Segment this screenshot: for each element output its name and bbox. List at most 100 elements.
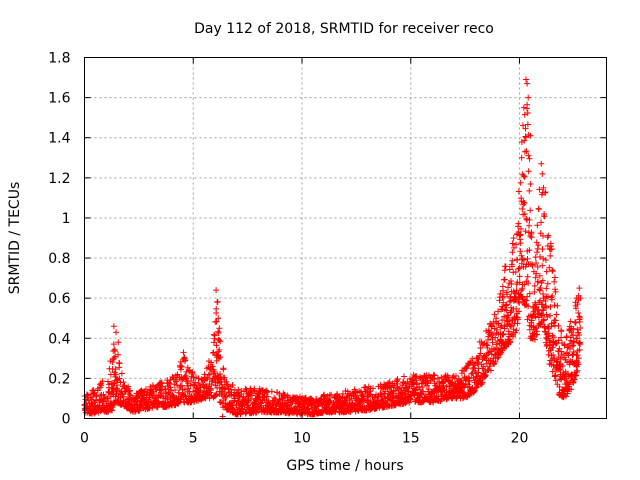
data-point <box>531 336 538 343</box>
data-point <box>525 152 532 159</box>
data-point <box>545 293 552 300</box>
data-point <box>109 404 116 411</box>
data-point <box>213 287 220 294</box>
data-point <box>517 240 524 247</box>
data-point <box>217 338 224 345</box>
data-point <box>495 320 502 327</box>
data-point <box>403 385 410 392</box>
data-point <box>483 341 490 348</box>
data-point <box>563 333 570 340</box>
data-point <box>443 383 450 390</box>
data-point <box>209 363 216 370</box>
data-point <box>577 324 584 331</box>
data-point <box>513 305 520 312</box>
data-point <box>547 312 554 319</box>
data-point <box>458 385 465 392</box>
data-point <box>506 338 513 345</box>
data-point <box>540 317 547 324</box>
data-point <box>115 339 122 346</box>
data-point <box>521 111 528 118</box>
data-point <box>249 392 256 399</box>
data-point <box>342 397 349 404</box>
data-point <box>408 392 415 399</box>
y-axis-label: SRMTID / TECUs <box>7 182 23 295</box>
data-point <box>413 373 420 380</box>
data-point <box>525 280 532 287</box>
data-point <box>526 247 533 254</box>
data-point <box>214 299 221 306</box>
y-tick-label: 0.2 <box>48 371 70 387</box>
data-point <box>576 313 583 320</box>
data-point <box>364 386 371 393</box>
data-point <box>489 339 496 346</box>
data-point <box>110 341 117 348</box>
data-point <box>553 311 560 318</box>
data-point <box>542 328 549 335</box>
data-point <box>222 394 229 401</box>
data-point <box>545 232 552 239</box>
data-point <box>167 398 174 405</box>
data-point <box>389 390 396 397</box>
data-point <box>370 385 377 392</box>
data-point <box>570 332 577 339</box>
data-point <box>540 184 547 191</box>
data-point <box>419 384 426 391</box>
data-point <box>576 346 583 353</box>
data-point <box>520 172 527 179</box>
data-point <box>97 381 104 388</box>
data-point <box>558 327 565 334</box>
data-point <box>538 219 545 226</box>
data-point <box>513 327 520 334</box>
data-point <box>576 314 583 321</box>
data-point <box>521 281 528 288</box>
data-point <box>552 317 559 324</box>
data-point <box>556 360 563 367</box>
data-point <box>547 252 554 259</box>
data-point <box>473 383 480 390</box>
data-point <box>149 405 156 412</box>
data-point <box>181 355 188 362</box>
data-point <box>538 160 545 167</box>
data-point <box>556 383 563 390</box>
data-point <box>539 170 546 177</box>
data-point <box>522 228 529 235</box>
data-point <box>533 303 540 310</box>
data-point <box>523 215 530 222</box>
data-point <box>519 256 526 263</box>
data-point <box>524 80 531 87</box>
data-point <box>515 308 522 315</box>
data-point <box>535 278 542 285</box>
data-point <box>492 358 499 365</box>
data-point <box>542 257 549 264</box>
data-point <box>539 262 546 269</box>
data-point <box>343 394 350 401</box>
data-point <box>557 366 564 373</box>
data-point <box>284 397 291 404</box>
data-point <box>527 180 534 187</box>
data-point <box>469 355 476 362</box>
data-point <box>517 179 524 186</box>
data-point <box>575 310 582 317</box>
data-point <box>518 287 525 294</box>
data-point <box>570 325 577 332</box>
data-point <box>497 290 504 297</box>
data-point <box>193 374 200 381</box>
data-point <box>207 385 214 392</box>
data-point <box>231 387 238 394</box>
data-point <box>518 252 525 259</box>
data-point <box>264 393 271 400</box>
data-point <box>210 349 217 356</box>
data-point <box>113 385 120 392</box>
data-point <box>492 334 499 341</box>
data-point <box>251 387 258 394</box>
data-point <box>493 326 500 333</box>
data-point <box>206 371 213 378</box>
data-point <box>528 234 535 241</box>
data-point <box>372 394 379 401</box>
data-point <box>224 382 231 389</box>
data-point <box>524 255 531 262</box>
data-point <box>200 377 207 384</box>
data-point <box>526 187 533 194</box>
data-point <box>531 289 538 296</box>
data-point <box>546 342 553 349</box>
